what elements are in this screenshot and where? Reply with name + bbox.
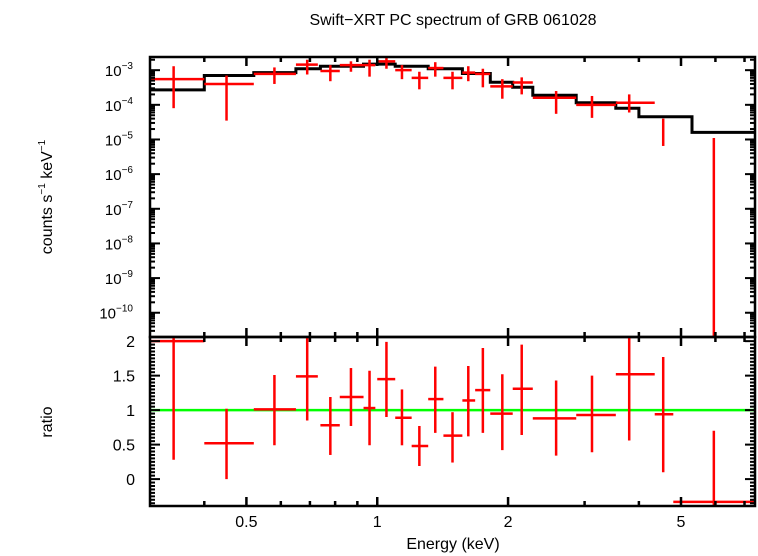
- y-tick-exponent: −8: [122, 234, 134, 245]
- spectrum-data-point: [428, 62, 444, 77]
- ratio-data-point: [363, 370, 376, 446]
- y-tick-exponent: −10: [116, 304, 133, 315]
- spectrum-data-point: [462, 66, 476, 82]
- y-tick-label: 10−10: [99, 304, 133, 323]
- y-tick-exponent: −6: [122, 165, 134, 176]
- chart-title: Swift−XRT PC spectrum of GRB 061028: [309, 12, 596, 29]
- spectrum-data-point: [475, 68, 491, 88]
- ylabel-sup2: −1: [37, 139, 48, 151]
- ylabel-kev: keV: [39, 151, 56, 183]
- ratio-y-tick-labels: 2 1.5 1 0.5 0: [113, 334, 135, 489]
- ratio-panel: 2 1.5 1 0.5 0: [113, 334, 757, 508]
- spectrum-data-point: [411, 71, 429, 90]
- y-tick-base: 10: [105, 98, 122, 115]
- spectrum-data-point: [320, 65, 340, 82]
- ratio-data-point: [490, 374, 513, 451]
- ratio-data-point: [295, 337, 318, 421]
- spectrum-data-point: [377, 57, 396, 69]
- y-tick-label: 10−7: [105, 200, 134, 219]
- y-tick-base: 10: [105, 167, 122, 184]
- y-tick-base: 10: [99, 306, 116, 323]
- ylabel-counts: counts s: [39, 195, 56, 255]
- spectrum-data-point: [204, 75, 254, 121]
- y-tick-base: 10: [105, 271, 122, 288]
- ratio-data-point: [320, 397, 340, 455]
- spectrum-y-axis-label: counts s−1 keV−1: [37, 139, 56, 254]
- spectrum-data-point: [512, 77, 533, 95]
- y-tick-label: 10−6: [105, 165, 134, 184]
- ratio-y-tick-label: 2: [126, 334, 135, 351]
- spectrum-data-point: [339, 61, 364, 72]
- y-tick-exponent: −7: [122, 200, 134, 211]
- ratio-y-tick-label: 0: [126, 472, 135, 489]
- model-step-line: [150, 62, 755, 134]
- spectrum-data-point: [363, 59, 376, 77]
- spectrum-panel: 10−310−410−510−610−710−810−910−10: [99, 55, 757, 339]
- y-tick-base: 10: [105, 132, 122, 149]
- ratio-data-point: [428, 366, 444, 433]
- ratio-y-axis-label: ratio: [39, 406, 56, 437]
- ratio-y-tick-label: 1.5: [113, 369, 135, 386]
- spectrum-panel-frame: [148, 55, 757, 339]
- spectrum-data-point: [150, 66, 205, 109]
- y-tick-label: 10−3: [105, 61, 134, 80]
- ratio-data-point: [654, 357, 674, 473]
- ratio-data-point: [615, 337, 655, 441]
- ratio-panel-frame: [148, 335, 757, 508]
- x-tick-label: 1: [373, 514, 382, 531]
- x-tick-label: 2: [504, 514, 513, 531]
- spectrum-data-point: [490, 79, 513, 99]
- spectrum-data-point: [443, 71, 463, 90]
- ratio-data-point: [204, 408, 254, 480]
- y-tick-label: 10−5: [105, 130, 134, 149]
- y-tick-base: 10: [105, 236, 122, 253]
- ratio-data-point: [377, 341, 396, 418]
- ratio-data-point: [576, 375, 616, 453]
- x-tick-label: 5: [677, 514, 686, 531]
- ratio-data-point: [395, 389, 412, 446]
- ratio-data-point: [411, 425, 429, 466]
- spectrum-y-tick-labels: 10−310−410−510−610−710−810−910−10: [99, 61, 133, 323]
- ratio-y-tick-label: 1: [126, 403, 135, 420]
- y-tick-base: 10: [105, 63, 122, 80]
- y-tick-base: 10: [105, 202, 122, 219]
- ratio-data-point: [443, 412, 463, 463]
- ratio-data-point: [339, 368, 364, 426]
- y-tick-label: 10−9: [105, 269, 134, 288]
- ratio-axis-ticks: [150, 337, 755, 506]
- y-tick-exponent: −5: [122, 130, 134, 141]
- ratio-data-point: [512, 344, 533, 435]
- ratio-y-tick-label: 0.5: [113, 438, 135, 455]
- spectrum-data-point: [532, 91, 577, 114]
- spectrum-data-point: [615, 94, 655, 113]
- spectrum-data-point: [395, 65, 412, 80]
- y-tick-exponent: −9: [122, 269, 134, 280]
- ratio-data-point: [532, 380, 577, 456]
- ylabel-sup1: −1: [37, 183, 48, 195]
- ratio-data-point: [253, 374, 296, 446]
- x-axis-label: Energy (keV): [406, 536, 499, 553]
- y-tick-label: 10−8: [105, 234, 134, 253]
- ratio-data-point: [462, 365, 476, 437]
- spectrum-data-point: [295, 59, 318, 75]
- spectrum-data-point: [576, 95, 616, 118]
- ratio-data-point: [475, 348, 491, 433]
- ratio-data-point: [673, 430, 755, 506]
- x-tick-labels: 0.5 1 2 5: [235, 514, 685, 531]
- y-tick-label: 10−4: [105, 96, 134, 115]
- ratio-data-point: [150, 337, 205, 460]
- x-tick-label: 0.5: [235, 514, 257, 531]
- y-tick-exponent: −3: [122, 61, 134, 72]
- spectrum-axis-ticks: [150, 57, 755, 337]
- y-tick-exponent: −4: [122, 96, 134, 107]
- spectrum-data-point: [253, 67, 296, 84]
